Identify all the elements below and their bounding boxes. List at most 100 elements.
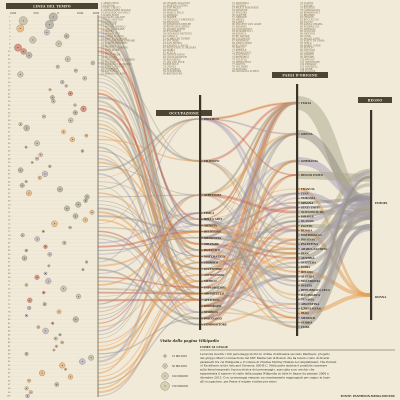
timeline-bubble-center — [30, 391, 32, 393]
timeline-bubble-center — [65, 85, 67, 87]
timeline-row-number: 43 — [8, 177, 11, 179]
flow-occupation-to-country — [200, 255, 297, 319]
flow-occupation-to-country — [200, 236, 297, 255]
country-labels: ITALIA GRECIA GERMANIA REGNO UNITO FRANCIACI… — [296, 101, 331, 329]
timeline-row-number: 31 — [8, 132, 11, 134]
flow-timeline-to-occupation — [97, 230, 200, 248]
occupation-label: ARTISTA — [203, 223, 218, 227]
legend-label: 100 MILIONI — [172, 375, 188, 378]
country-label: OLANDA — [301, 219, 315, 223]
flow-timeline-to-occupation — [97, 119, 200, 301]
timeline-bubble-center — [25, 315, 27, 317]
flow-timeline-to-occupation — [97, 274, 200, 352]
timeline-bubble-center — [20, 169, 22, 171]
flow-timeline-to-occupation — [97, 77, 200, 239]
flow-timeline-to-occupation — [97, 219, 200, 283]
notes-text: La tavola mostra i 100 personaggi storic… — [200, 352, 337, 383]
person-name: 73 AVICENNA — [232, 54, 249, 57]
flow-timeline-to-occupation — [97, 127, 200, 270]
flow-occupation-to-country — [200, 230, 297, 241]
timeline-row-number: 72 — [8, 289, 11, 291]
timeline-bubble-center — [86, 196, 88, 198]
flow-occupation-to-country — [200, 211, 297, 294]
timeline-row-number: 38 — [8, 158, 11, 160]
timeline-bubble-center — [58, 43, 60, 45]
timeline-bubble-center — [26, 353, 27, 355]
flow-occupation-to-country — [200, 286, 297, 305]
person-name: 55 CLEOPATRA — [163, 70, 182, 73]
timeline-row-number: 84 — [8, 334, 11, 336]
person-name: 86 FEDERICO II — [300, 26, 319, 29]
flow-occupation-to-country — [200, 194, 297, 232]
person-name: 21 KARL MARX — [101, 49, 120, 52]
country-label: ARGENTINA — [300, 302, 320, 306]
timeline-bubble-center — [53, 349, 55, 351]
notes-text-line: dicembre 2013. Con i personaggi vengono … — [200, 375, 330, 379]
timeline-row-number: 22 — [8, 97, 11, 99]
country-label: POLONIA — [301, 238, 316, 242]
country-label: ALGERIA — [300, 274, 315, 278]
flow-timeline-to-occupation — [97, 211, 200, 363]
timeline-bubble-center — [92, 62, 94, 64]
person-name: 20 CHARLES DARWIN — [101, 47, 128, 50]
timeline-row-number: 1 — [9, 17, 11, 19]
flow-occupation-to-country — [200, 224, 297, 296]
flow-timeline-to-occupation — [97, 92, 200, 289]
person-name: 91 MAGELLANO — [300, 37, 320, 40]
timeline-bubble-center — [44, 173, 46, 175]
person-name: 35 JOHANNES KEPLER — [163, 23, 191, 26]
flow-occupation-to-country — [200, 159, 297, 314]
flow-occupation-to-country — [200, 160, 297, 325]
person-name: 7 GALILEO GALILEI — [101, 16, 125, 19]
timeline-bubble-center — [23, 51, 25, 52]
source-text: FONTE: PANTHEON.MEDIA.MIT.EDU — [341, 394, 396, 398]
person-name: 102 FARADAY — [300, 63, 317, 66]
timeline-row-number: 89 — [8, 354, 11, 356]
timeline-row-number: 67 — [8, 269, 11, 271]
flow-timeline-to-occupation — [97, 212, 200, 320]
timeline-bubble-center — [20, 123, 21, 125]
flow-occupation-to-country — [200, 262, 297, 268]
flow-occupation-to-country — [200, 102, 297, 120]
country-label: GRECIA — [301, 132, 314, 136]
flow-timeline-to-occupation — [97, 311, 200, 386]
flow-timeline-to-occupation — [97, 212, 200, 324]
timeline-bubble-center — [57, 66, 59, 68]
flow-occupation-to-country — [200, 101, 297, 258]
flow-occupation-to-country — [200, 249, 297, 319]
flow-country-to-continent — [297, 200, 371, 325]
timeline-bubble-center — [40, 154, 42, 156]
flow-timeline-to-occupation — [97, 16, 200, 301]
flow-timeline-to-occupation — [97, 274, 200, 297]
legend-title: Visite della pagina Wikipedia — [160, 339, 220, 343]
flow-occupation-to-country — [200, 118, 297, 135]
timeline-bubble-center — [69, 227, 71, 229]
flow-occupation-to-country — [200, 102, 297, 295]
flow-occupation-to-country — [200, 117, 297, 232]
timeline-row-number: 82 — [8, 327, 11, 329]
person-name: 71 PERICLE — [232, 49, 247, 52]
flow-occupation-to-country — [200, 101, 297, 163]
person-name: 8 ISAAC NEWTON — [101, 18, 123, 21]
flow-occupation-to-country — [200, 266, 297, 295]
occupation-label: COMPOSITORE — [204, 323, 227, 327]
flow-occupation-to-country — [200, 252, 297, 295]
person-name: 76 DEMOCRITO — [232, 61, 251, 64]
person-name: 62 COSTANTINO — [232, 28, 252, 31]
flow-occupation-to-country — [200, 160, 297, 268]
timeline-bubble-center — [52, 100, 54, 102]
person-name: 43 SAN PIETRO — [163, 42, 182, 45]
notes-text-line: all'occupazione, per Paese d'origine e i… — [200, 379, 277, 383]
person-name: 49 LOUIS PASTEUR — [163, 56, 187, 59]
timeline-row-number: 76 — [8, 304, 11, 306]
timeline-bubble-center — [52, 16, 54, 18]
timeline-row-number: 21 — [8, 93, 11, 95]
timeline-bubbles — [14, 12, 95, 399]
flow-occupation-to-country — [200, 261, 297, 278]
timeline-row-number: 51 — [8, 208, 11, 210]
timeline-row-number: 28 — [8, 120, 11, 122]
person-name: 15 CARLO MAGNO — [101, 35, 124, 38]
flow-occupation-to-country — [200, 224, 297, 273]
person-name: 61 ERASMO — [232, 26, 247, 29]
